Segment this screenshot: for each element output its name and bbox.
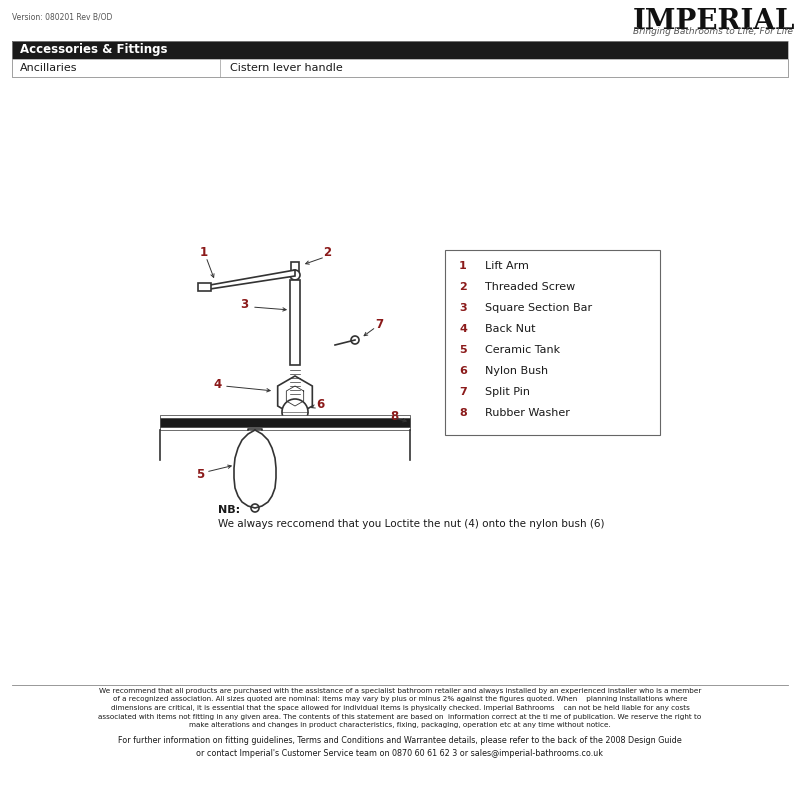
Text: We always reccomend that you Loctite the nut (4) onto the nylon bush (6): We always reccomend that you Loctite the… — [218, 519, 605, 529]
Text: 1: 1 — [200, 246, 208, 258]
Text: 7: 7 — [375, 318, 383, 330]
Text: Accessories & Fittings: Accessories & Fittings — [20, 43, 167, 57]
Text: 2: 2 — [459, 282, 466, 292]
Text: 6: 6 — [316, 398, 324, 410]
Text: Threaded Screw: Threaded Screw — [485, 282, 575, 292]
Text: Ceramic Tank: Ceramic Tank — [485, 345, 560, 355]
Bar — [445, 250, 660, 435]
Bar — [160, 427, 410, 430]
Polygon shape — [210, 270, 295, 289]
Bar — [290, 280, 300, 365]
Text: 4: 4 — [459, 324, 467, 334]
Text: For further information on fitting guidelines, Terms and Conditions and Warrante: For further information on fitting guide… — [118, 736, 682, 758]
Text: Ancillaries: Ancillaries — [20, 63, 78, 73]
Text: 5: 5 — [196, 467, 204, 481]
Text: 8: 8 — [459, 408, 466, 418]
Text: IMPERIAL: IMPERIAL — [633, 8, 795, 35]
Text: 4: 4 — [213, 378, 222, 390]
Text: NB:: NB: — [218, 505, 240, 515]
Bar — [12, 41, 788, 59]
Text: Back Nut: Back Nut — [485, 324, 535, 334]
Text: Nylon Bush: Nylon Bush — [485, 366, 548, 376]
Circle shape — [290, 270, 300, 280]
Polygon shape — [278, 376, 312, 416]
Text: Cistern lever handle: Cistern lever handle — [230, 63, 342, 73]
Text: Version: 080201 Rev B/OD: Version: 080201 Rev B/OD — [12, 13, 112, 22]
Text: 1: 1 — [459, 261, 466, 271]
Bar — [12, 59, 788, 77]
Text: Lift Arm: Lift Arm — [485, 261, 529, 271]
Text: 6: 6 — [459, 366, 467, 376]
Text: Square Section Bar: Square Section Bar — [485, 303, 592, 313]
Text: 2: 2 — [323, 246, 331, 258]
Text: 7: 7 — [459, 387, 466, 397]
Circle shape — [251, 504, 259, 512]
Text: Bringing Bathrooms to Life, For Life: Bringing Bathrooms to Life, For Life — [633, 27, 793, 36]
Text: Split Pin: Split Pin — [485, 387, 530, 397]
Text: 3: 3 — [459, 303, 466, 313]
Bar — [160, 415, 410, 418]
Text: Rubber Washer: Rubber Washer — [485, 408, 570, 418]
Text: We recommend that all products are purchased with the assistance of a specialist: We recommend that all products are purch… — [98, 688, 702, 728]
Circle shape — [351, 336, 359, 344]
Bar — [12, 41, 788, 77]
Text: 8: 8 — [390, 410, 398, 422]
Bar — [198, 283, 211, 291]
Text: 5: 5 — [459, 345, 466, 355]
Bar — [160, 418, 410, 427]
Circle shape — [282, 399, 308, 425]
Text: 3: 3 — [240, 298, 248, 311]
Bar — [291, 262, 299, 275]
